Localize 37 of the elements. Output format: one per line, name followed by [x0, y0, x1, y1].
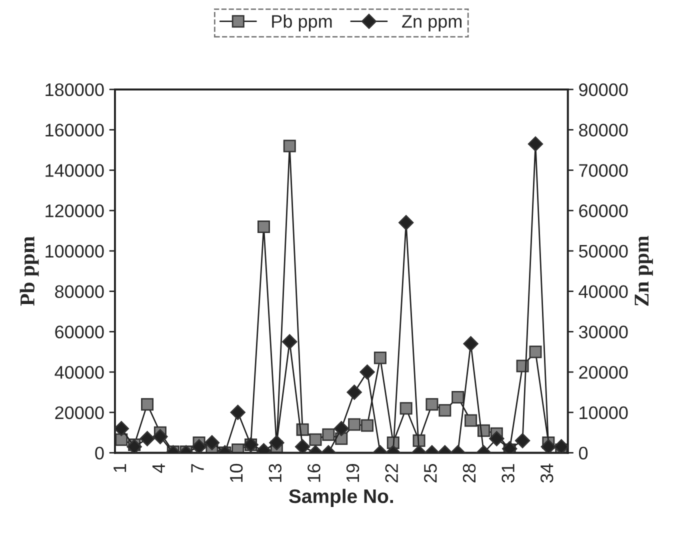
x-tick-label: 16 — [308, 464, 320, 482]
y2-tick-label: 40000 — [578, 285, 628, 298]
y2-tick-label: 90000 — [579, 83, 628, 96]
legend-label: Pb ppm — [272, 14, 332, 32]
y2-tick-label: 20000 — [579, 366, 628, 379]
y-tick-label: 140000 — [46, 164, 104, 177]
y2-tick-label: 80000 — [579, 124, 628, 137]
x-tick-label: 7 — [191, 464, 204, 472]
x-tick-label: 10 — [230, 464, 243, 482]
y2-tick-label: 30000 — [578, 326, 628, 338]
x-tick-label: 4 — [152, 464, 165, 473]
x-tick-label: 13 — [268, 464, 282, 482]
x-tick-label: 28 — [462, 464, 476, 482]
y-tick-label: 0 — [95, 446, 104, 460]
y2-tick-label: 50000 — [578, 244, 628, 258]
y-tick-label: 60000 — [55, 326, 104, 338]
x-tick-label: 31 — [502, 464, 514, 483]
x-tick-label: 34 — [540, 464, 554, 483]
y-tick-label: 20000 — [55, 406, 104, 420]
y-tick-label: 40000 — [54, 366, 104, 379]
y2-tick-label: 0 — [578, 446, 588, 460]
y-tick-label: 100000 — [46, 244, 104, 258]
y2-axis-title: Zn ppm — [634, 236, 653, 306]
y-tick-label: 120000 — [46, 204, 104, 218]
x-tick-label: 1 — [114, 464, 126, 472]
x-axis-title: Sample No. — [288, 488, 393, 507]
legend-label: Zn ppm — [402, 15, 462, 32]
x-tick-label: 19 — [346, 464, 360, 482]
y-tick-label: 160000 — [46, 124, 104, 137]
y2-tick-label: 60000 — [579, 204, 628, 218]
y-tick-label: 80000 — [55, 285, 104, 298]
y2-tick-label: 70000 — [579, 164, 628, 177]
y2-tick-label: 10000 — [580, 406, 628, 420]
x-tick-label: 22 — [385, 464, 398, 482]
y-axis-title: Pb ppm — [20, 236, 39, 306]
y-tick-label: 180000 — [46, 83, 104, 96]
x-tick-label: 25 — [424, 464, 437, 482]
